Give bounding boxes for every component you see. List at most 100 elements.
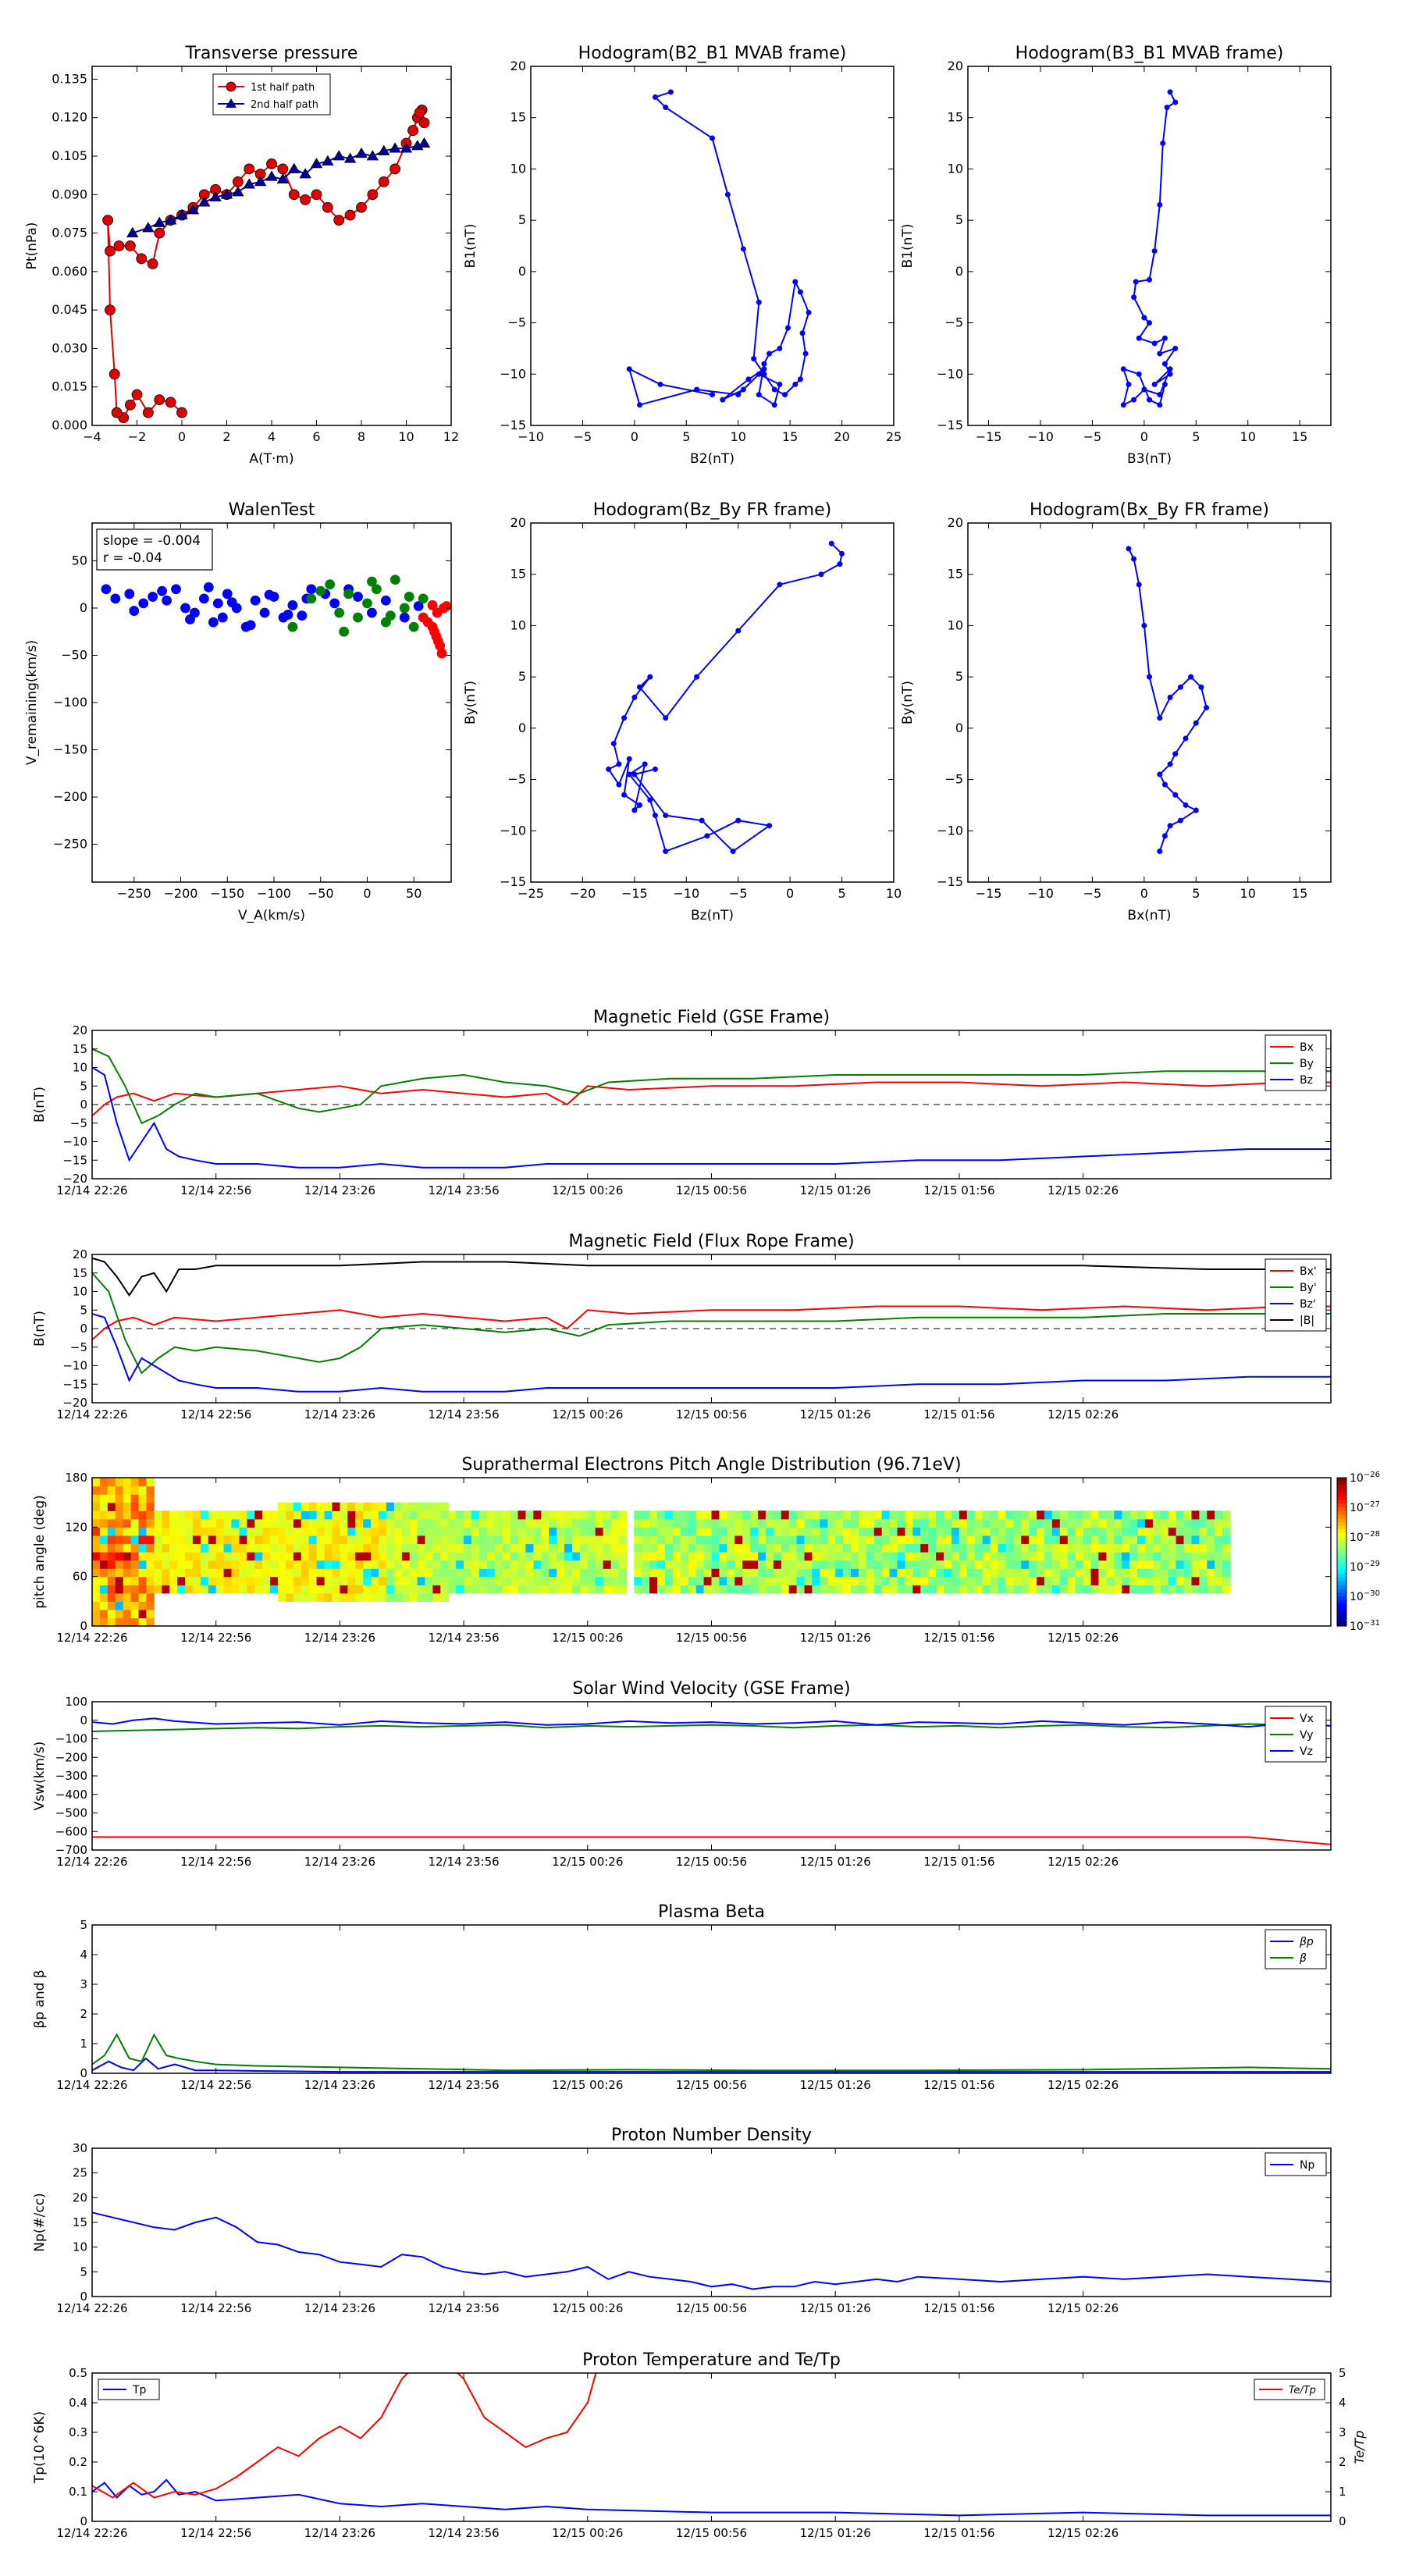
heatmap-cell	[1129, 1510, 1138, 1520]
heatmap-cell	[1137, 1510, 1146, 1520]
data-point	[792, 381, 799, 387]
heatmap-cell	[386, 1518, 395, 1528]
heatmap-cell	[262, 1568, 271, 1578]
heatmap-cell	[1051, 1527, 1061, 1536]
data-point	[362, 598, 372, 609]
y-tick-label: 0	[80, 1098, 87, 1112]
heatmap-cell	[711, 1585, 720, 1594]
heatmap-cell	[974, 1510, 984, 1520]
heatmap-cell	[587, 1535, 596, 1545]
hodogram-line	[628, 91, 810, 407]
heatmap-cell	[944, 1552, 952, 1561]
data-point	[1172, 99, 1179, 105]
data-point	[1157, 715, 1163, 721]
heatmap-cell	[688, 1576, 697, 1585]
colorbar-cell	[1337, 1489, 1346, 1493]
heatmap-cell	[92, 1552, 101, 1561]
heatmap-cell	[1114, 1576, 1122, 1585]
data-point	[1141, 315, 1147, 321]
heatmap-cell	[278, 1576, 286, 1585]
heatmap-cell	[541, 1585, 550, 1594]
heatmap-cell	[107, 1552, 116, 1561]
heatmap-cell	[719, 1535, 727, 1545]
heatmap-cell	[340, 1527, 348, 1536]
heatmap-cell	[192, 1585, 201, 1594]
y-tick-label: −50	[61, 647, 87, 662]
heatmap-cell	[107, 1601, 116, 1610]
heatmap-cell	[688, 1585, 697, 1594]
data-point	[1157, 350, 1163, 357]
heatmap-cell	[332, 1568, 340, 1578]
heatmap-cell	[332, 1585, 340, 1594]
data-point	[1157, 201, 1163, 208]
heatmap-cell	[1176, 1585, 1185, 1594]
heatmap-cell	[192, 1518, 201, 1528]
heatmap-cell	[549, 1576, 557, 1585]
heatmap-cell	[494, 1543, 503, 1553]
heatmap-cell	[618, 1518, 627, 1528]
heatmap-cell	[162, 1552, 170, 1561]
heatmap-cell	[270, 1527, 279, 1536]
colorbar-cell	[1337, 1589, 1346, 1593]
heatmap-cell	[727, 1535, 735, 1545]
y-tick-label: 0	[80, 600, 87, 615]
heatmap-cell	[1083, 1535, 1092, 1545]
heatmap-cell	[130, 1518, 140, 1528]
heatmap-cell	[642, 1576, 650, 1585]
heatmap-cell	[208, 1510, 217, 1520]
data-point	[322, 201, 333, 213]
heatmap-cell	[657, 1552, 666, 1561]
axes-frame	[91, 66, 452, 426]
heatmap-cell	[618, 1552, 627, 1561]
heatmap-cell	[486, 1527, 496, 1536]
heatmap-cell	[215, 1568, 225, 1578]
heatmap-cell	[154, 1552, 162, 1561]
heatmap-cell	[456, 1576, 464, 1585]
data-point	[767, 350, 773, 357]
y-tick-label: 0	[80, 2514, 87, 2528]
heatmap-cell	[324, 1535, 333, 1545]
chart-title: Proton Number Density	[611, 2126, 812, 2145]
heatmap-cell	[471, 1552, 480, 1561]
chart-title: Hodogram(Bx_By FR frame)	[1030, 500, 1269, 520]
data-point	[1183, 802, 1189, 808]
heatmap-cell	[393, 1518, 403, 1528]
heatmap-cell	[564, 1576, 573, 1585]
heatmap-cell	[735, 1510, 743, 1520]
heatmap-cell	[1044, 1543, 1053, 1553]
x-axis-label: B3(nT)	[1127, 451, 1172, 467]
data-point	[222, 589, 233, 600]
heatmap-cell	[239, 1576, 247, 1585]
heatmap-cell	[603, 1560, 612, 1569]
heatmap-cell	[510, 1576, 519, 1585]
heatmap-cell	[703, 1585, 713, 1594]
heatmap-cell	[502, 1552, 511, 1561]
data-point	[802, 350, 809, 357]
colorbar-cell	[1337, 1614, 1346, 1620]
heatmap-cell	[1021, 1568, 1030, 1578]
x-axis-label: Bx(nT)	[1127, 908, 1171, 923]
heatmap-cell	[286, 1535, 294, 1545]
heatmap-cell	[1129, 1568, 1138, 1578]
heatmap-cell	[401, 1568, 411, 1578]
heatmap-cell	[1215, 1518, 1223, 1528]
heatmap-cell	[944, 1535, 952, 1545]
data-point	[209, 190, 222, 201]
heatmap-cell	[1176, 1552, 1185, 1561]
heatmap-cell	[1207, 1518, 1215, 1528]
heatmap-cell	[123, 1518, 132, 1528]
heatmap-cell	[1044, 1518, 1053, 1528]
heatmap-cell	[680, 1576, 689, 1585]
heatmap-cell	[1129, 1535, 1138, 1545]
heatmap-cell	[1098, 1535, 1107, 1545]
heatmap-cell	[688, 1543, 697, 1553]
data-point	[124, 589, 135, 600]
heatmap-cell	[557, 1510, 565, 1520]
y-tick-label: −20	[62, 1396, 87, 1410]
heatmap-cell	[92, 1601, 101, 1610]
y-tick-label: 0.060	[52, 264, 87, 279]
heatmap-cell	[215, 1585, 225, 1594]
heatmap-cell	[634, 1518, 642, 1528]
heatmap-cell	[572, 1552, 581, 1561]
heatmap-cell	[293, 1527, 302, 1536]
